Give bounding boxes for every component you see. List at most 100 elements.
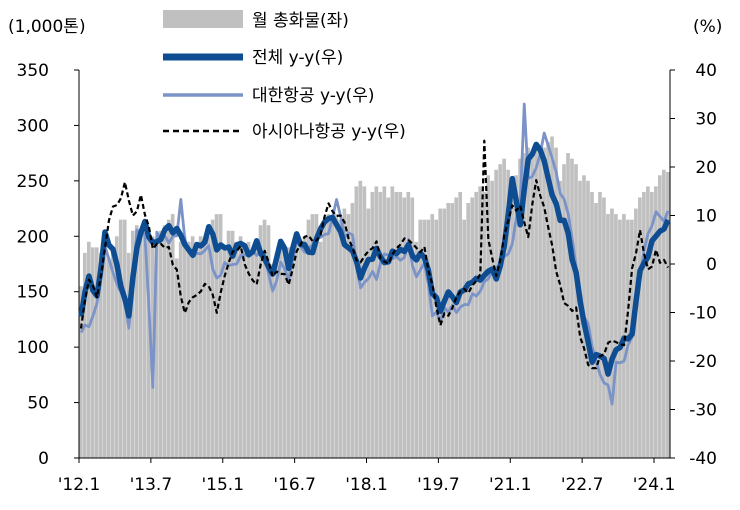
x-tick-label: '13.7 [130, 475, 173, 495]
bar-month-68 [350, 203, 355, 458]
bar-month-110 [518, 158, 522, 458]
bar-month-95 [458, 191, 463, 458]
bar-month-97 [466, 203, 471, 458]
bar-month-36 [222, 247, 227, 458]
series-line-asiana [79, 139, 669, 370]
bar-month-116 [542, 147, 546, 458]
bar-month-139 [634, 208, 638, 458]
bar-month-86 [422, 219, 427, 458]
bar-month-62 [326, 214, 331, 458]
right-axis-ticks: -40 -30 -20 -10 0 10 20 30 40 [670, 61, 717, 469]
bar-month-127 [586, 180, 590, 459]
bar-month-115 [538, 153, 542, 458]
bar-month-71 [362, 186, 367, 458]
bar-month-6 [102, 247, 107, 458]
legend-swatch-bar [163, 10, 243, 28]
bar-month-48 [270, 264, 275, 458]
bar-month-42 [246, 241, 251, 458]
bar-month-61 [322, 225, 327, 458]
left-tick-label: 100 [17, 338, 49, 358]
bar-month-93 [450, 203, 455, 458]
bar-month-70 [358, 180, 363, 459]
bar-month-11 [122, 219, 127, 458]
yoy-lines [78, 102, 671, 406]
bar-month-98 [470, 197, 475, 459]
left-tick-label: 50 [27, 394, 49, 414]
bar-month-90 [438, 208, 443, 458]
bar-month-60 [318, 241, 323, 458]
bar-month-128 [590, 191, 594, 458]
bar-month-43 [250, 252, 255, 458]
bar-month-82 [406, 191, 411, 458]
bar-month-44 [254, 241, 259, 458]
bar-month-87 [426, 219, 431, 458]
x-axis-ticks: '12.1 '13.7 '15.1 '16.7 '18.1 '19.7 '21.1 '22.7… [58, 458, 675, 495]
right-axis-unit: (%) [693, 17, 722, 37]
legend: 월 총화물(좌) 전체 y-y(우) 대한항공 y-y(우) 아시아나항공 y-… [163, 10, 406, 142]
bar-month-24 [174, 258, 179, 458]
bar-month-16 [142, 225, 147, 458]
bar-month-5 [98, 252, 103, 458]
bar-month-49 [274, 252, 279, 458]
bar-month-130 [598, 191, 602, 458]
bar-month-135 [618, 219, 622, 458]
bar-month-21 [162, 225, 167, 458]
bar-month-26 [182, 236, 187, 458]
bar-month-121 [562, 164, 566, 459]
bar-month-22 [166, 219, 171, 458]
bar-month-120 [558, 180, 562, 459]
bar-month-129 [594, 203, 598, 458]
right-tick-label: 10 [695, 207, 717, 227]
bar-month-144 [654, 186, 658, 458]
bar-month-141 [642, 191, 646, 458]
bar-month-107 [506, 169, 510, 458]
x-tick-label: '18.1 [345, 475, 388, 495]
bar-month-72 [366, 208, 371, 458]
bar-month-147 [666, 171, 670, 459]
bar-month-109 [514, 175, 518, 458]
legend-label-korean-air: 대한항공 y-y(우) [252, 86, 375, 106]
bar-month-4 [94, 247, 99, 458]
bar-month-125 [578, 180, 582, 459]
bar-month-79 [394, 191, 399, 458]
right-tick-label: 40 [695, 61, 717, 81]
bar-month-83 [410, 197, 415, 459]
x-tick-label: '22.7 [561, 475, 604, 495]
bar-month-39 [234, 241, 239, 458]
bar-month-105 [498, 164, 502, 459]
x-tick-label: '21.1 [489, 475, 532, 495]
bar-month-77 [386, 197, 391, 459]
bar-month-102 [486, 175, 490, 458]
bar-month-46 [262, 219, 267, 458]
left-tick-label: 350 [17, 61, 49, 81]
bar-month-12 [126, 252, 131, 458]
bar-month-37 [226, 230, 231, 458]
bar-month-92 [446, 203, 451, 458]
bar-month-8 [110, 252, 115, 458]
bar-month-96 [462, 219, 467, 458]
bar-month-54 [294, 241, 299, 458]
bar-month-65 [338, 219, 343, 458]
left-tick-label: 200 [17, 227, 49, 247]
bar-month-81 [402, 197, 407, 459]
bar-month-134 [614, 214, 618, 458]
bar-month-59 [314, 214, 319, 458]
bar-month-38 [230, 230, 235, 458]
bar-month-89 [434, 219, 439, 458]
bar-month-30 [198, 236, 203, 458]
legend-label-bar: 월 총화물(좌) [252, 11, 349, 31]
x-tick-label: '12.1 [58, 475, 101, 495]
monthly-total-bars [79, 136, 670, 459]
bar-month-132 [606, 214, 610, 458]
bar-month-50 [278, 247, 283, 458]
bar-month-99 [474, 191, 478, 458]
left-axis-ticks: 0 50 100 150 200 250 300 350 [17, 61, 79, 469]
bar-month-35 [218, 214, 223, 458]
bar-month-88 [430, 214, 435, 458]
bar-month-76 [382, 186, 387, 458]
bar-month-113 [530, 153, 534, 458]
bar-month-104 [494, 169, 498, 458]
bar-month-20 [158, 230, 163, 458]
bar-month-47 [266, 225, 271, 458]
series-line-korean-air [79, 102, 670, 406]
